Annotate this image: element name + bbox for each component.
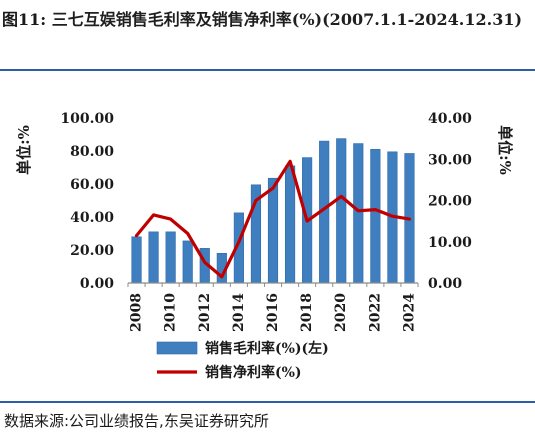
legend-swatch-gross-margin bbox=[156, 341, 198, 355]
gross-margin-bar bbox=[370, 149, 381, 284]
x-axis-tick-label: 2014 bbox=[231, 293, 247, 332]
x-axis-tick-label: 2016 bbox=[265, 293, 281, 332]
gross-margin-bar bbox=[165, 231, 176, 284]
legend-label-net-margin: 销售净利率(%) bbox=[205, 364, 302, 381]
top-divider bbox=[0, 69, 535, 71]
gross-margin-bar bbox=[336, 138, 347, 284]
gross-margin-bar bbox=[353, 143, 364, 284]
x-axis-tick-label: 2022 bbox=[367, 293, 383, 332]
right-axis-tick-label: 40.00 bbox=[428, 111, 472, 127]
right-axis-tick-label: 20.00 bbox=[428, 194, 472, 210]
x-axis-tick-label: 2020 bbox=[333, 293, 349, 332]
left-axis-tick-label: 60.00 bbox=[70, 177, 114, 193]
gross-margin-bar bbox=[182, 240, 193, 284]
x-axis-tick-label: 2008 bbox=[129, 293, 145, 332]
left-axis-tick-label: 40.00 bbox=[70, 210, 114, 226]
left-axis-tick-label: 0.00 bbox=[80, 276, 114, 292]
x-axis-tick-label: 2010 bbox=[163, 293, 179, 332]
left-axis-tick-label: 20.00 bbox=[70, 243, 114, 259]
left-axis-tick-label: 80.00 bbox=[70, 144, 114, 160]
x-axis-tick-label: 2012 bbox=[197, 293, 213, 332]
left-axis-title: 单位:% bbox=[15, 125, 33, 175]
legend-label-gross-margin: 销售毛利率(%)(左) bbox=[205, 340, 329, 357]
chart-title: 图11: 三七互娱销售毛利率及销售净利率(%)(2007.1.1-2024.12… bbox=[2, 4, 530, 35]
data-source: 数据来源:公司业绩报告,东吴证券研究所 bbox=[4, 412, 269, 430]
bottom-divider bbox=[0, 401, 535, 403]
x-axis-tick-label: 2024 bbox=[401, 293, 417, 332]
x-axis-tick-label: 2018 bbox=[299, 293, 315, 332]
gross-margin-bar bbox=[148, 231, 159, 284]
right-axis-tick-label: 30.00 bbox=[428, 152, 472, 168]
chart-canvas: 0.00 20.00 40.00 60.00 80.00 100.00 0.00 10.00 2… bbox=[15, 111, 514, 381]
right-axis-tick-label: 10.00 bbox=[428, 235, 472, 251]
figure-number: 图11: bbox=[2, 10, 47, 29]
right-axis-tick-label: 0.00 bbox=[428, 276, 462, 292]
chart-title-text: 三七互娱销售毛利率及销售净利率(%)(2007.1.1-2024.12.31) bbox=[51, 10, 523, 29]
gross-margin-bar bbox=[284, 165, 296, 284]
right-axis-title: 单位:% bbox=[496, 125, 514, 175]
gross-margin-bar bbox=[267, 177, 279, 284]
left-axis-tick-label: 100.00 bbox=[60, 111, 114, 127]
gross-margin-bar bbox=[131, 236, 142, 284]
net-margin-line bbox=[134, 159, 412, 279]
